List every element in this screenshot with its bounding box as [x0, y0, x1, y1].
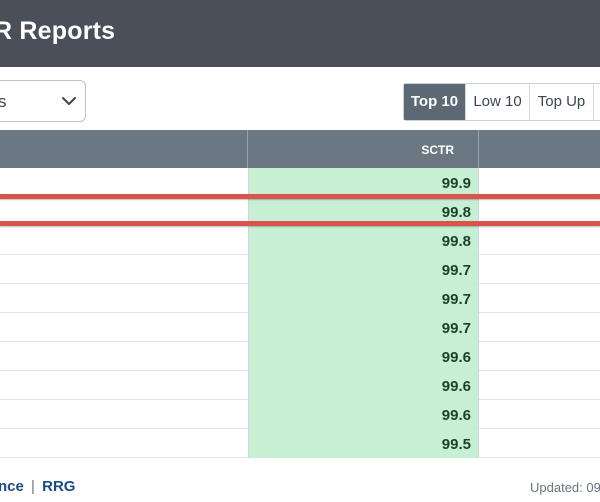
sctr-cell: 99.6: [248, 400, 479, 429]
table-row[interactable]: 99.7: [0, 313, 600, 342]
header-divider: [247, 130, 248, 168]
toggle-low-10[interactable]: Low 10: [466, 84, 530, 120]
table-row[interactable]: 99.6: [0, 371, 600, 400]
sctr-cell: 99.7: [248, 284, 479, 313]
report-select-value: s: [0, 92, 7, 111]
toggle-top-10[interactable]: Top 10: [404, 84, 466, 120]
table-header: [0, 130, 600, 168]
toggle-next[interactable]: [594, 84, 600, 120]
sctr-cell: 99.9: [248, 168, 479, 197]
sctr-cell: 99.7: [248, 255, 479, 284]
report-select[interactable]: s: [0, 80, 86, 122]
sctr-cell: 99.8: [248, 226, 479, 255]
toggle-top-up[interactable]: Top Up: [530, 84, 594, 120]
updated-timestamp: Updated: 09.: [530, 480, 600, 495]
table-row[interactable]: 99.6: [0, 400, 600, 429]
table-row[interactable]: 99.6: [0, 342, 600, 371]
footer-separator: |: [31, 478, 35, 495]
table-row[interactable]: 99.7: [0, 284, 600, 313]
header-divider: [478, 130, 479, 168]
table-body: 99.9 99.8 99.8 99.7 99.7 99.7 99.6 99.6 …: [0, 168, 600, 458]
footer-link-rrg[interactable]: RRG: [42, 478, 76, 495]
table-row[interactable]: 99.8: [0, 226, 600, 255]
chevron-down-icon: [62, 97, 76, 105]
footer-link-performance[interactable]: nce: [0, 478, 24, 495]
ranking-toggle-group: Top 10 Low 10 Top Up: [403, 83, 600, 121]
sctr-cell: 99.6: [248, 342, 479, 371]
footer-links: nce | RRG: [0, 478, 75, 495]
table-row[interactable]: 99.7: [0, 255, 600, 284]
sctr-cell: 99.7: [248, 313, 479, 342]
highlight-line: [0, 221, 600, 226]
table-row[interactable]: 99.9: [0, 168, 600, 197]
highlight-line: [0, 194, 600, 199]
column-header-sctr[interactable]: SCTR: [421, 143, 454, 157]
sctr-cell: 99.5: [248, 429, 479, 458]
page-title: R Reports: [0, 17, 116, 45]
sctr-cell: 99.6: [248, 371, 479, 400]
header-bar: R Reports: [0, 0, 600, 67]
table-row[interactable]: 99.5: [0, 429, 600, 458]
